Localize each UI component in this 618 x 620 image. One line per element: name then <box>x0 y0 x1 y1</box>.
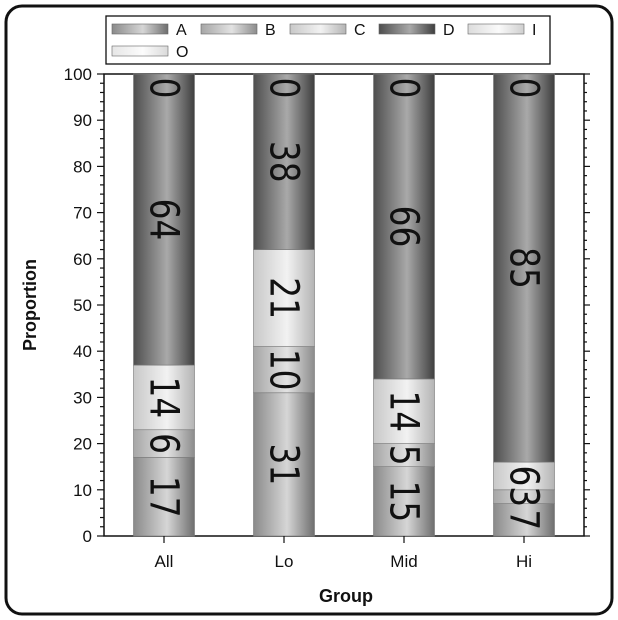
x-tick-label-mid: Mid <box>390 552 417 571</box>
bar-segment-hi-a <box>493 503 555 537</box>
legend-swatch-a <box>111 23 169 35</box>
y-tick-label: 20 <box>73 435 92 454</box>
segment-label-hi-b: 3 <box>500 486 547 507</box>
segment-label-all-d: 64 <box>140 199 187 241</box>
bar-segment-mid-c <box>373 378 435 444</box>
bar-segment-all-c <box>133 364 195 431</box>
legend-swatch-o <box>111 45 169 57</box>
bar-segment-hi-d <box>493 73 555 463</box>
segment-label-lo-i: 0 <box>260 78 307 99</box>
segment-label-mid-i: 0 <box>380 78 427 99</box>
x-tick-label-hi: Hi <box>516 552 532 571</box>
y-tick-label: 70 <box>73 204 92 223</box>
legend-label-c: C <box>354 22 366 39</box>
y-tick-label: 40 <box>73 342 92 361</box>
legend-label-a: A <box>176 22 187 39</box>
segment-label-mid-b: 5 <box>380 445 427 466</box>
segment-label-all-i: 0 <box>140 78 187 99</box>
bars <box>133 73 555 537</box>
segment-label-lo-d: 38 <box>260 141 307 183</box>
segment-label-hi-a: 7 <box>500 509 547 530</box>
legend-swatch-b <box>200 23 258 35</box>
y-tick-label: 60 <box>73 250 92 269</box>
segment-label-all-a: 17 <box>140 476 187 518</box>
legend-label-i: I <box>532 22 536 39</box>
bar-segment-all-a <box>133 457 195 537</box>
legend-swatch-i <box>467 23 525 35</box>
x-tick-label-lo: Lo <box>275 552 294 571</box>
x-tick-label-all: All <box>155 552 174 571</box>
segment-label-mid-c: 14 <box>380 390 427 432</box>
legend: A B C D I O <box>105 15 551 65</box>
legend-swatch-d <box>378 23 436 35</box>
bar-segment-lo-c <box>253 249 315 347</box>
y-tick-label: 0 <box>83 527 92 546</box>
bar-segment-lo-b <box>253 346 315 394</box>
bar-segment-lo-d <box>253 73 315 250</box>
segment-label-hi-i: 0 <box>500 78 547 99</box>
legend-swatch-c <box>289 23 347 35</box>
segment-label-lo-c: 21 <box>260 277 307 319</box>
segment-label-lo-b: 10 <box>260 349 307 391</box>
bar-segment-all-d <box>133 73 195 366</box>
x-axis-title: Group <box>319 586 373 606</box>
segment-label-hi-c: 6 <box>500 466 547 487</box>
bar-segment-lo-a <box>253 392 315 537</box>
y-tick-label: 30 <box>73 388 92 407</box>
bar-segment-mid-a <box>373 466 435 537</box>
segment-label-all-b: 6 <box>140 433 187 454</box>
segment-label-mid-d: 66 <box>380 206 427 248</box>
y-tick-label: 50 <box>73 296 92 315</box>
segment-label-hi-d: 85 <box>500 247 547 289</box>
segment-label-mid-a: 15 <box>380 480 427 522</box>
y-tick-label: 90 <box>73 111 92 130</box>
bar-segment-hi-c <box>493 461 555 491</box>
y-tick-label: 100 <box>64 65 92 84</box>
legend-label-o: O <box>176 44 188 61</box>
y-tick-label: 10 <box>73 481 92 500</box>
bar-segment-mid-d <box>373 73 435 380</box>
legend-label-d: D <box>443 22 455 39</box>
legend-box <box>105 15 551 65</box>
segment-label-all-c: 14 <box>140 377 187 419</box>
y-axis-title: Proportion <box>20 259 40 351</box>
segment-label-lo-a: 31 <box>260 444 307 486</box>
y-tick-label: 80 <box>73 157 92 176</box>
legend-label-b: B <box>265 22 276 39</box>
